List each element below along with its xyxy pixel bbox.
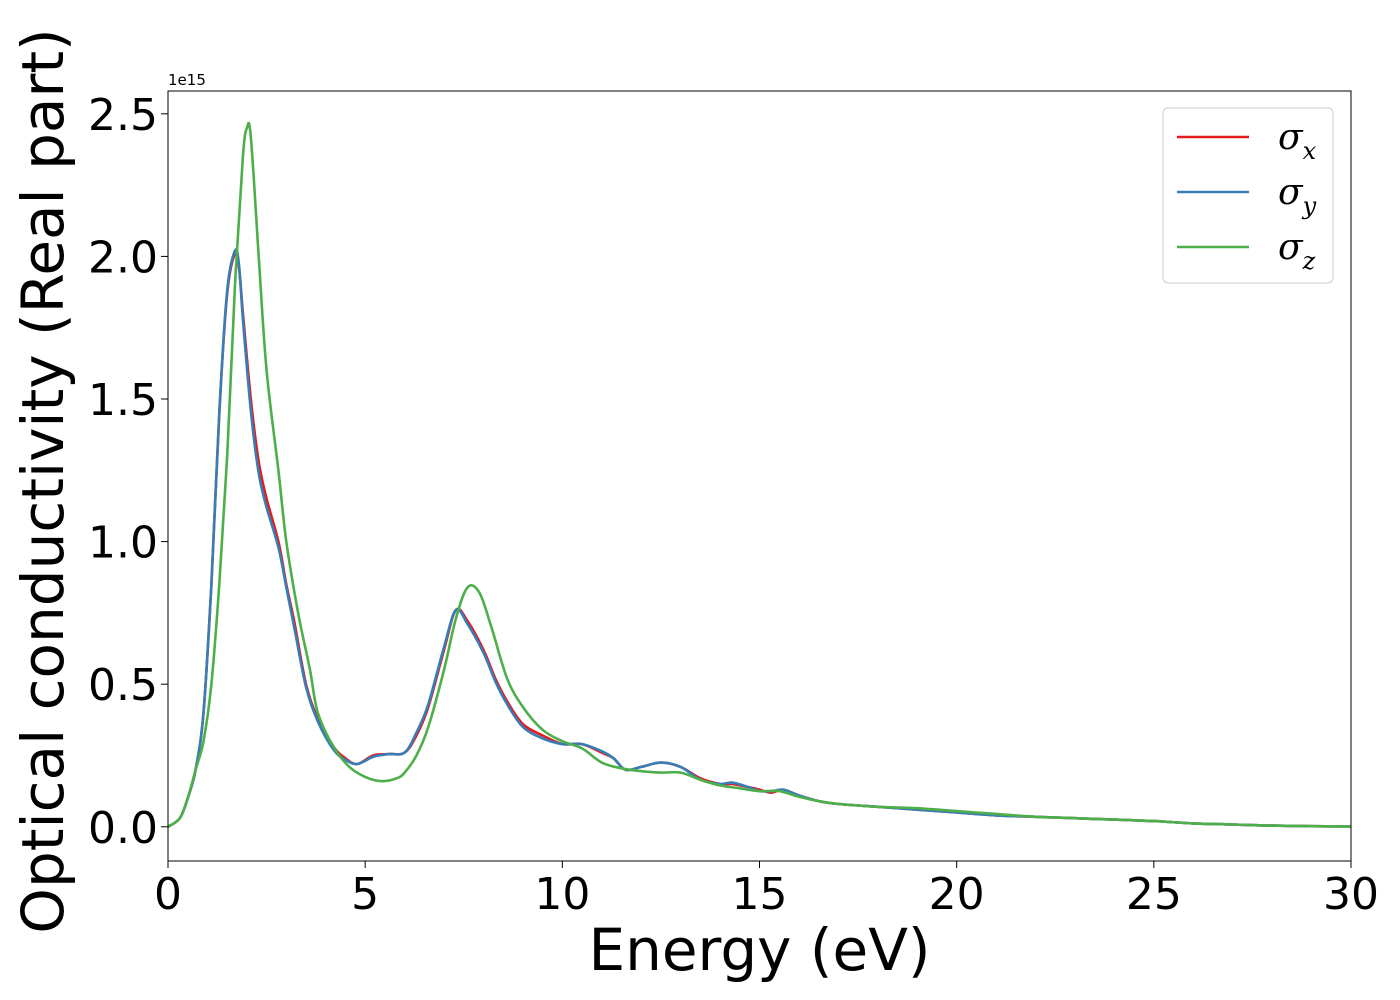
y-tick-label: 1.5 — [88, 375, 158, 426]
x-axis-title: Energy (eV) — [588, 916, 930, 984]
x-tick-label: 10 — [534, 869, 590, 920]
x-tick-label: 5 — [351, 869, 379, 920]
legend: σx σy σz — [1162, 107, 1334, 284]
x-axis: 0 5 10 15 20 25 30 — [154, 861, 1379, 920]
y-tick-label: 2.0 — [88, 232, 158, 283]
x-tick-label: 25 — [1126, 869, 1182, 920]
y-tick-label: 0.5 — [88, 660, 158, 711]
y-axis: 0.0 0.5 1.0 1.5 2.0 2.5 — [88, 90, 168, 854]
legend-label-x: σx — [1278, 117, 1317, 165]
y-offset-text: 1e15 — [168, 71, 206, 89]
x-tick-label: 15 — [732, 869, 788, 920]
y-tick-label: 1.0 — [88, 518, 158, 569]
y-axis-title: Optical conductivity (Real part) — [9, 28, 77, 933]
x-tick-label: 20 — [929, 869, 985, 920]
y-tick-label: 2.5 — [88, 90, 158, 141]
legend-box — [1162, 107, 1334, 284]
series-line-y — [168, 248, 1351, 829]
x-tick-label: 30 — [1323, 869, 1379, 920]
plot-lines — [168, 121, 1351, 829]
legend-label-y: σy — [1278, 172, 1317, 220]
y-tick-label: 0.0 — [88, 803, 158, 854]
series-line-z — [168, 121, 1351, 829]
legend-label-z: σz — [1278, 227, 1316, 275]
x-tick-label: 0 — [154, 869, 182, 920]
